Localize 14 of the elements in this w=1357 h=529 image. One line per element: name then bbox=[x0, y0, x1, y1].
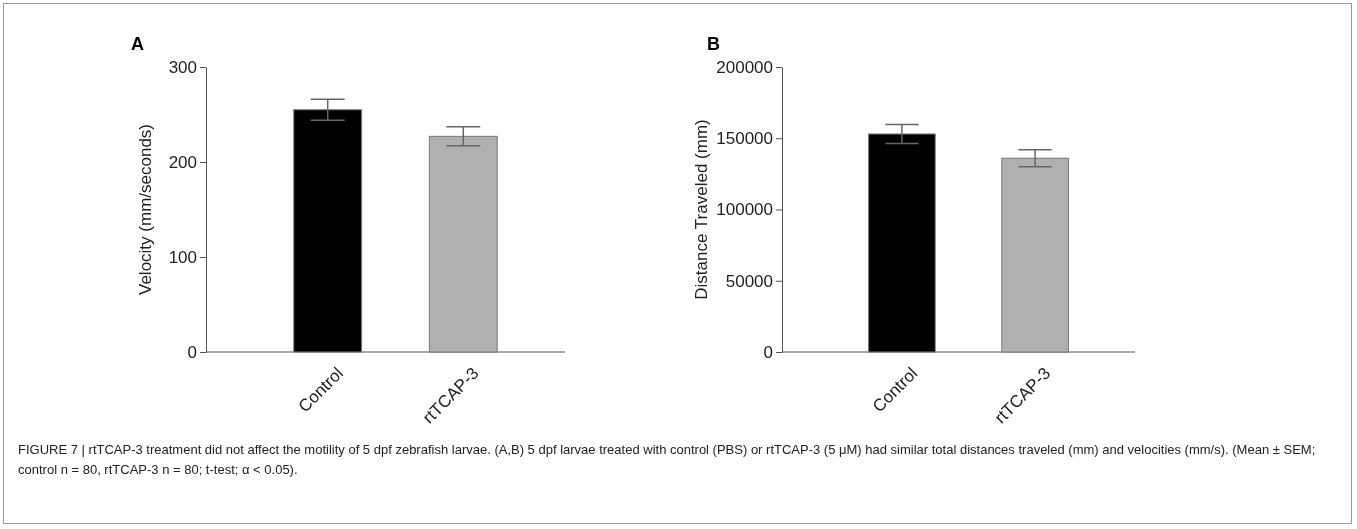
y-axis-title: Velocity (mm/seconds) bbox=[136, 124, 155, 295]
y-tick-label: 0 bbox=[187, 342, 197, 362]
y-tick-label: 200000 bbox=[716, 57, 773, 77]
chart-title: A bbox=[131, 34, 144, 54]
y-tick-label: 200 bbox=[168, 152, 197, 172]
y-tick-label: 0 bbox=[763, 342, 773, 362]
caption: FIGURE 7 | rtTCAP-3 treatment did not affect the motility of 5 dpf zebrafish larvae. (A,B) 5 dpf larvae treated with control (PBS) or rtTCAP-3 (5 μM) had similar total distances traveled (mm) and velocities (mm/s). (Mean ± SEM; control n = 80, rtTCAP-3 n = 80; t-test; α < 0.05). bbox=[18, 441, 1317, 479]
y-tick-label: 150000 bbox=[716, 129, 773, 149]
y-tick-label: 100 bbox=[168, 247, 197, 267]
y-tick-label: 300 bbox=[168, 57, 197, 77]
y-tick-label: 50000 bbox=[725, 271, 773, 291]
y-axis-title: Distance Traveled (mm) bbox=[692, 119, 711, 300]
chart-title: B bbox=[707, 34, 720, 54]
y-tick-label: 100000 bbox=[716, 200, 773, 220]
